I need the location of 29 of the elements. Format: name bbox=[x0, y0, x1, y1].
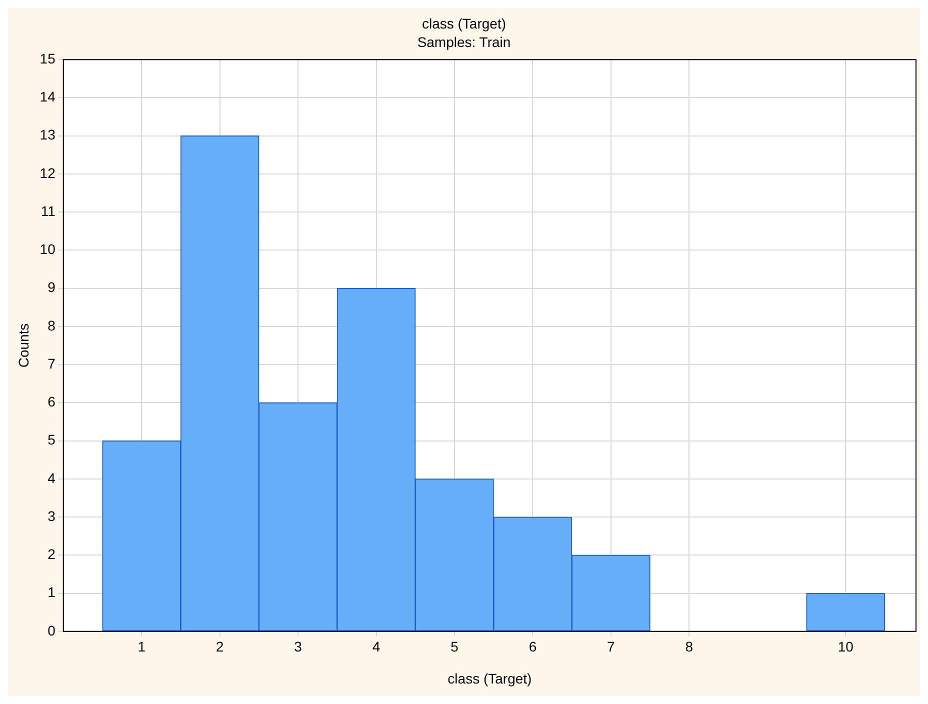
x-tick-label: 2 bbox=[216, 638, 224, 655]
y-tick-label: 15 bbox=[40, 50, 56, 66]
y-tick-label: 5 bbox=[48, 432, 56, 448]
y-tick-label: 13 bbox=[40, 126, 56, 143]
y-tick-label: 11 bbox=[40, 202, 56, 219]
y-tick-label: 12 bbox=[40, 164, 56, 181]
y-tick-label: 3 bbox=[48, 508, 56, 524]
y-tick-label: 7 bbox=[48, 355, 56, 372]
y-tick-label: 10 bbox=[40, 241, 56, 258]
y-tick-label: 8 bbox=[48, 317, 56, 334]
y-tick-label: 6 bbox=[48, 394, 56, 410]
x-tick-label: 6 bbox=[528, 638, 537, 655]
y-tick-label: 1 bbox=[48, 584, 56, 600]
x-tick-label: 5 bbox=[450, 638, 459, 655]
x-tick-label: 3 bbox=[294, 638, 302, 655]
x-axis-title: class (Target) bbox=[448, 670, 532, 686]
x-tick-label: 8 bbox=[685, 638, 694, 655]
y-tick-label: 4 bbox=[48, 470, 56, 486]
x-tick-label: 7 bbox=[607, 638, 616, 655]
x-tick-label: 10 bbox=[838, 638, 854, 655]
y-tick-label: 14 bbox=[40, 88, 56, 105]
y-tick-label: 9 bbox=[48, 279, 56, 296]
y-tick-label: 0 bbox=[48, 622, 56, 638]
y-axis-title: Counts bbox=[15, 323, 32, 368]
chart-title: class (Target) bbox=[422, 15, 506, 32]
x-tick-label: 1 bbox=[138, 638, 146, 655]
chart-subtitle: Samples: Train bbox=[417, 34, 511, 50]
y-tick-label: 2 bbox=[48, 546, 56, 562]
x-tick-label: 4 bbox=[372, 638, 380, 655]
